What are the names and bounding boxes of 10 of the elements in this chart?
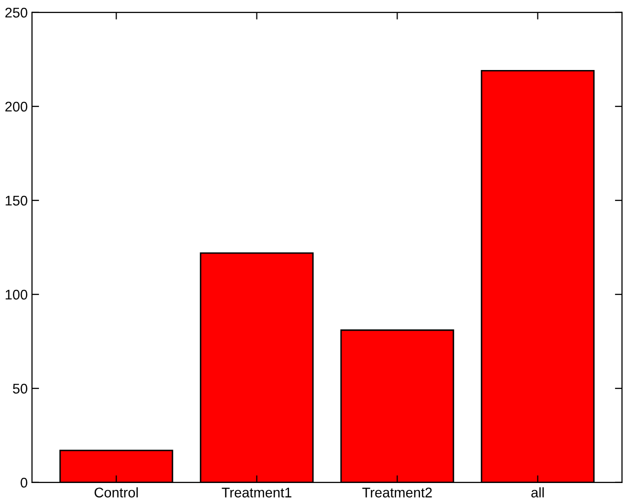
- x-tick-label: Treatment1: [222, 488, 292, 498]
- x-tick-label: Treatment2: [362, 488, 432, 498]
- x-tick-label: Control: [94, 487, 138, 498]
- y-tick-label: 0: [20, 478, 28, 488]
- y-tick-label: 100: [6, 290, 28, 300]
- y-tick-label: 150: [6, 196, 28, 206]
- y-tick-label: 200: [5, 102, 28, 112]
- y-tick-label: 50: [12, 384, 28, 394]
- x-tick-label: all: [531, 487, 544, 498]
- y-tick-label: 250: [5, 8, 28, 18]
